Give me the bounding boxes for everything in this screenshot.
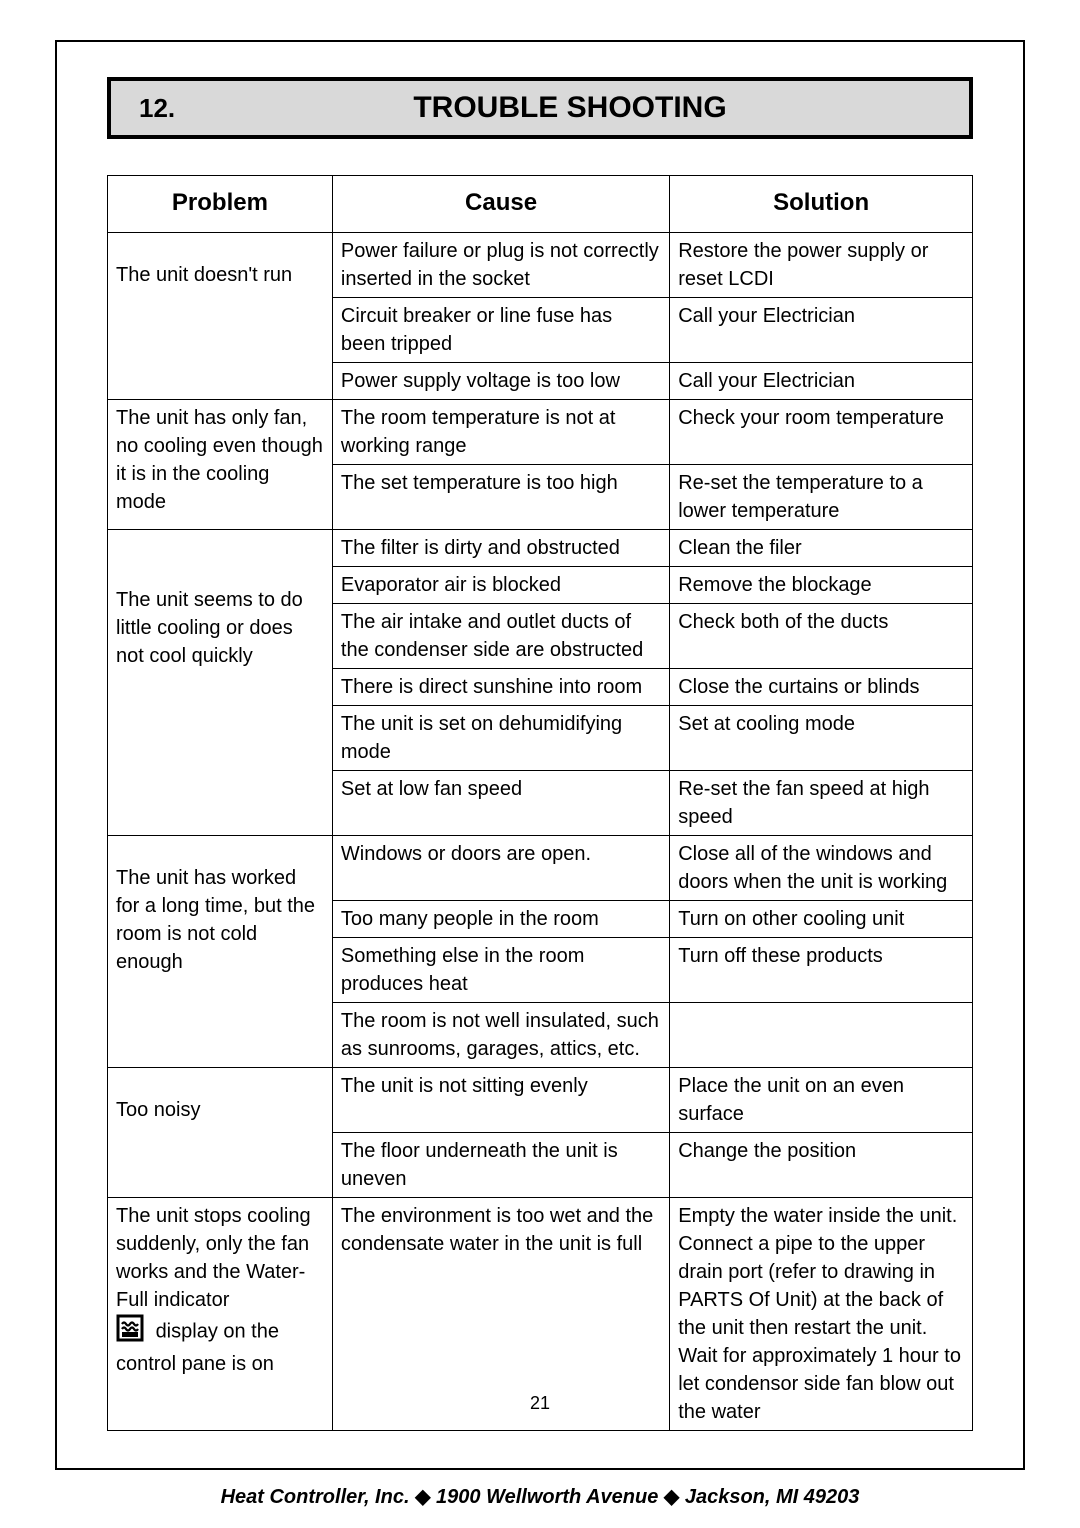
diamond-icon: ◆ [415, 1486, 430, 1508]
cause-cell: Power supply voltage is too low [332, 362, 669, 399]
cause-cell: The unit is not sitting evenly [332, 1067, 669, 1132]
table-header-row: Problem Cause Solution [108, 176, 973, 233]
table-row: The unit has only fan, no cooling even t… [108, 399, 973, 464]
solution-cell: Turn on other cooling unit [670, 900, 973, 937]
solution-cell: Call your Electrician [670, 362, 973, 399]
footer: Heat Controller, Inc. ◆ 1900 Wellworth A… [55, 1484, 1025, 1509]
table-row: The unit has worked for a long time, but… [108, 835, 973, 900]
cause-cell: Power failure or plug is not correctly i… [332, 232, 669, 297]
page-number: 21 [57, 1393, 1023, 1414]
table-row: The unit doesn't run Power failure or pl… [108, 232, 973, 297]
page: 12. TROUBLE SHOOTING Problem Cause Solut… [0, 0, 1080, 1528]
cause-cell: Something else in the room produces heat [332, 937, 669, 1002]
troubleshooting-table: Problem Cause Solution The unit doesn't … [107, 175, 973, 1431]
cause-cell: There is direct sunshine into room [332, 668, 669, 705]
water-full-icon [116, 1314, 144, 1350]
solution-cell: Set at cooling mode [670, 705, 973, 770]
cause-cell: Circuit breaker or line fuse has been tr… [332, 297, 669, 362]
solution-cell: Clean the filer [670, 529, 973, 566]
cause-cell: The room is not well insulated, such as … [332, 1002, 669, 1067]
diamond-icon: ◆ [664, 1486, 679, 1508]
cause-cell: The unit is set on dehumidifying mode [332, 705, 669, 770]
cause-cell: Evaporator air is blocked [332, 566, 669, 603]
cause-cell: Too many people in the room [332, 900, 669, 937]
solution-cell: Call your Electrician [670, 297, 973, 362]
solution-cell: Check your room temperature [670, 399, 973, 464]
col-cause: Cause [332, 176, 669, 233]
cause-cell: The floor underneath the unit is uneven [332, 1132, 669, 1197]
solution-cell: Place the unit on an even surface [670, 1067, 973, 1132]
section-header: 12. TROUBLE SHOOTING [107, 77, 973, 139]
table-row: Too noisy The unit is not sitting evenly… [108, 1067, 973, 1132]
table-row: The unit seems to do little cooling or d… [108, 529, 973, 566]
solution-cell: Re-set the fan speed at high speed [670, 770, 973, 835]
solution-cell: Re-set the temperature to a lower temper… [670, 464, 973, 529]
cause-cell: The room temperature is not at working r… [332, 399, 669, 464]
footer-city: Jackson, MI 49203 [685, 1486, 860, 1508]
solution-cell: Restore the power supply or reset LCDI [670, 232, 973, 297]
solution-cell: Close all of the windows and doors when … [670, 835, 973, 900]
solution-cell: Close the curtains or blinds [670, 668, 973, 705]
footer-company: Heat Controller, Inc. [221, 1486, 410, 1508]
col-solution: Solution [670, 176, 973, 233]
solution-cell: Check both of the ducts [670, 603, 973, 668]
section-title: TROUBLE SHOOTING [291, 91, 969, 125]
col-problem: Problem [108, 176, 333, 233]
section-number: 12. [111, 93, 291, 124]
problem-cell: Too noisy [108, 1067, 333, 1197]
cause-cell: Set at low fan speed [332, 770, 669, 835]
cause-cell: Windows or doors are open. [332, 835, 669, 900]
solution-cell: Remove the blockage [670, 566, 973, 603]
problem-cell: The unit doesn't run [108, 232, 333, 399]
page-border: 12. TROUBLE SHOOTING Problem Cause Solut… [55, 40, 1025, 1470]
footer-address: 1900 Wellworth Avenue [436, 1486, 658, 1508]
problem-cell: The unit has worked for a long time, but… [108, 835, 333, 1067]
solution-cell [670, 1002, 973, 1067]
cause-cell: The set temperature is too high [332, 464, 669, 529]
cause-cell: The air intake and outlet ducts of the c… [332, 603, 669, 668]
problem-cell: The unit has only fan, no cooling even t… [108, 399, 333, 529]
problem-cell: The unit seems to do little cooling or d… [108, 529, 333, 835]
solution-cell: Change the position [670, 1132, 973, 1197]
problem-text-a: The unit stops cooling suddenly, only th… [116, 1205, 311, 1311]
solution-cell: Turn off these products [670, 937, 973, 1002]
cause-cell: The filter is dirty and obstructed [332, 529, 669, 566]
